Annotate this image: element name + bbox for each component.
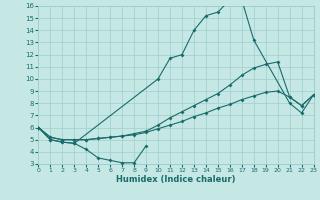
- X-axis label: Humidex (Indice chaleur): Humidex (Indice chaleur): [116, 175, 236, 184]
